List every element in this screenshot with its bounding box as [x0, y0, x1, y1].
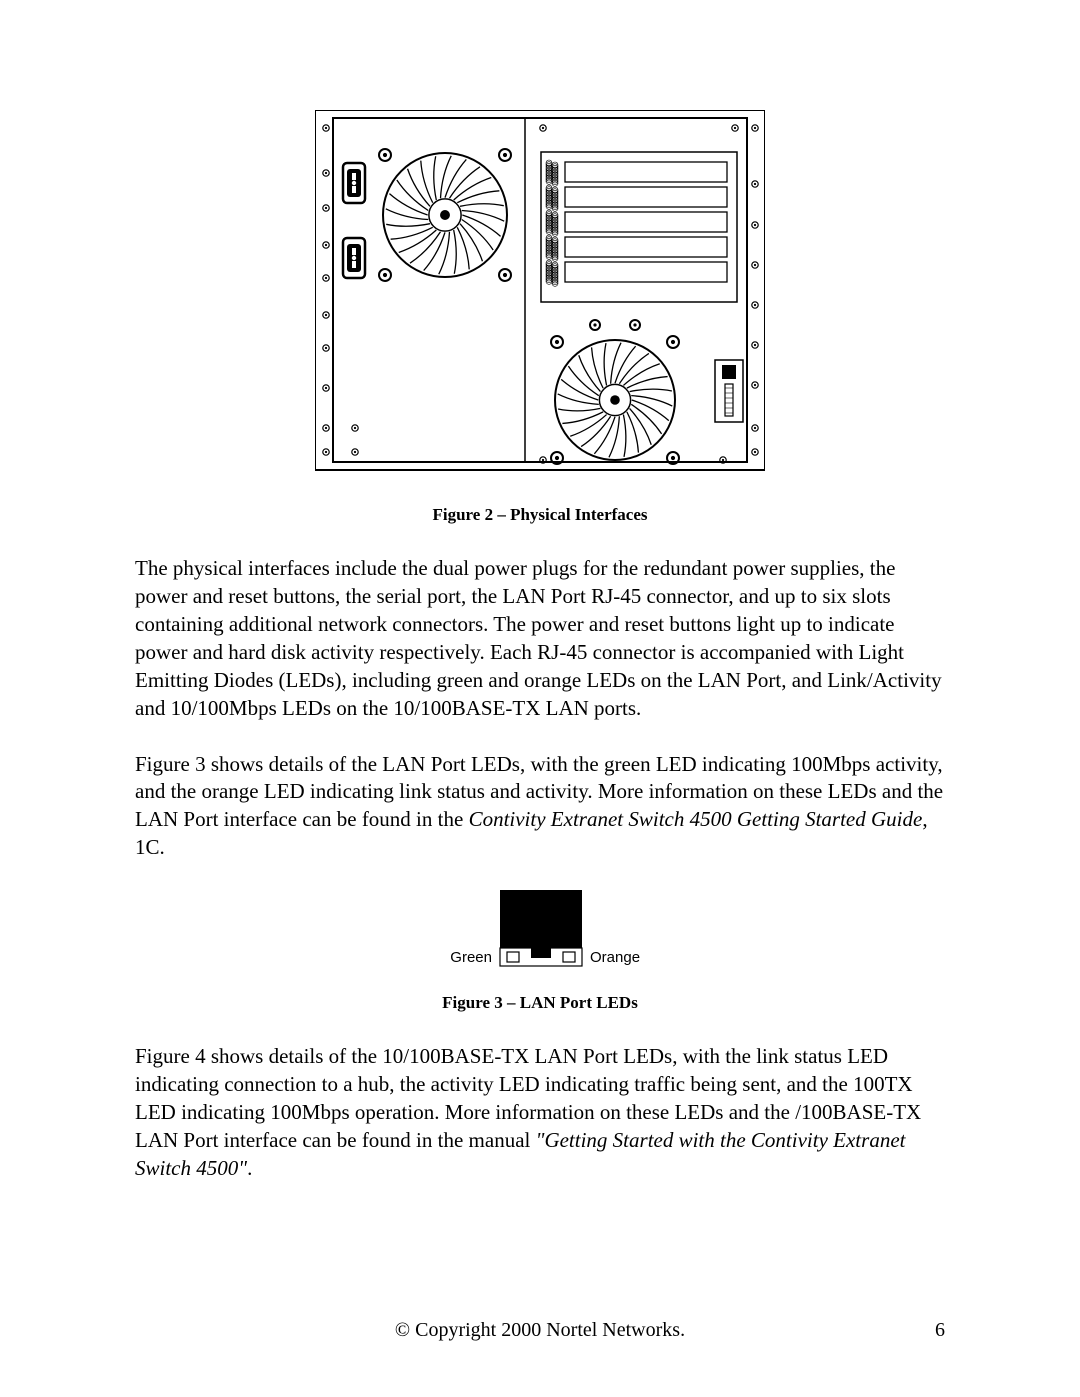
figure-3: Green Orange: [135, 890, 945, 973]
paragraph-2: Figure 3 shows details of the LAN Port L…: [135, 751, 945, 863]
paragraph-1: The physical interfaces include the dual…: [135, 555, 945, 723]
figure-3-caption: Figure 3 – LAN Port LEDs: [135, 993, 945, 1013]
svg-text:Green: Green: [450, 949, 492, 966]
lan-port-leds-diagram: Green Orange: [425, 890, 655, 968]
page-footer: © Copyright 2000 Nortel Networks. 6: [0, 1319, 1080, 1342]
figure-2: .: [135, 110, 945, 485]
figure-2-caption: Figure 2 – Physical Interfaces: [135, 505, 945, 525]
paragraph-3: Figure 4 shows details of the 10/100BASE…: [135, 1043, 945, 1183]
svg-text:Orange: Orange: [590, 949, 640, 966]
footer-copyright: © Copyright 2000 Nortel Networks.: [0, 1319, 1080, 1342]
footer-page-number: 6: [935, 1319, 945, 1342]
para3-text-b: .: [247, 1156, 252, 1180]
svg-text:.: .: [747, 472, 752, 480]
para2-italic: Contivity Extranet Switch 4500 Getting S…: [469, 807, 923, 831]
physical-interfaces-diagram: .: [315, 110, 765, 480]
